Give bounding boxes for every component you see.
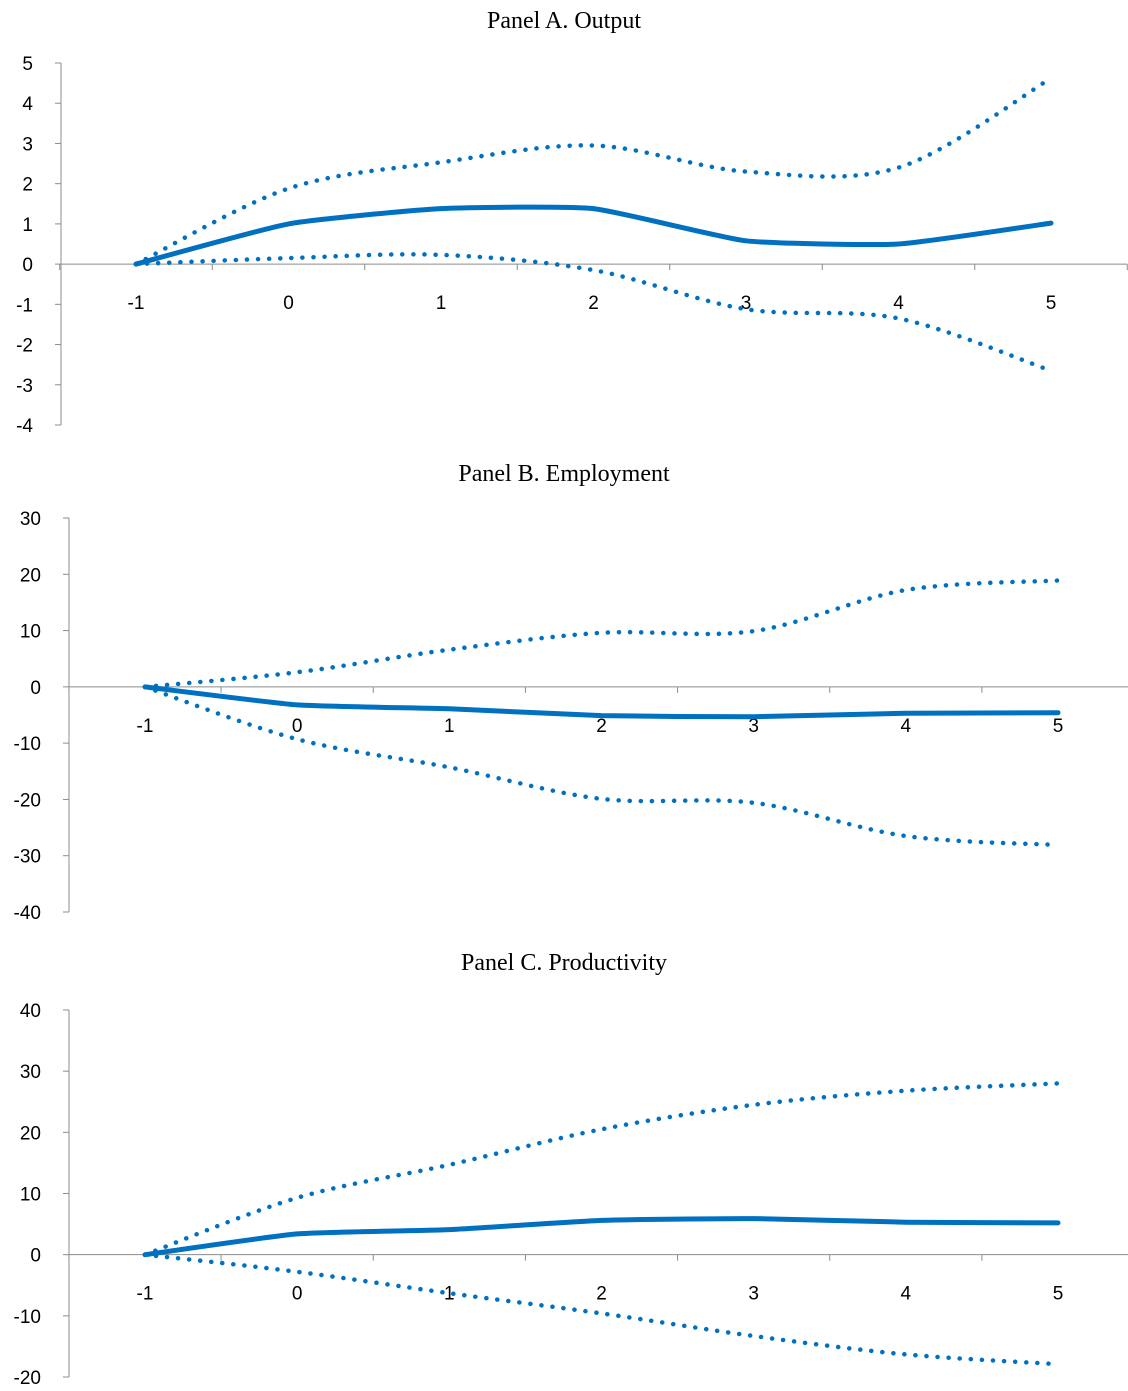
y-tick-label: -10 [14, 1307, 41, 1328]
x-tick-label: 5 [1053, 716, 1064, 737]
y-tick-label: 30 [20, 1062, 41, 1083]
x-tick-label: 5 [1046, 293, 1057, 314]
x-tick-label: 5 [1053, 1284, 1064, 1305]
y-tick-label: -1 [16, 295, 33, 316]
y-tick-label: -20 [14, 1368, 41, 1389]
panel-title: Panel C. Productivity [461, 950, 667, 976]
series-line-upper-bound [133, 76, 1054, 267]
series-line-estimate [142, 684, 1061, 720]
y-tick-label: 2 [22, 175, 33, 196]
x-tick-label: 4 [901, 1284, 912, 1305]
series-line-upper-bound [142, 1081, 1061, 1257]
y-tick-label: 0 [30, 678, 41, 699]
x-tick-label: 4 [901, 716, 912, 737]
x-tick-label: 0 [283, 293, 294, 314]
x-tick-label: 2 [596, 716, 607, 737]
y-tick-label: 1 [22, 215, 33, 236]
x-tick-label: 4 [893, 293, 904, 314]
y-tick-label: -30 [14, 847, 41, 868]
y-tick-label: -40 [14, 903, 41, 924]
series-line-estimate [133, 204, 1054, 267]
panel-employment: Panel B. Employment3020100-10-20-30-40-1… [14, 461, 1128, 924]
series-line-estimate [142, 1216, 1061, 1258]
panel-title: Panel A. Output [487, 8, 641, 34]
x-tick-label: -1 [137, 1284, 154, 1305]
y-tick-label: 20 [20, 565, 41, 586]
y-tick-label: -4 [16, 416, 33, 437]
x-tick-label: 2 [596, 1284, 607, 1305]
y-tick-label: 30 [20, 509, 41, 530]
x-tick-label: 0 [292, 1284, 303, 1305]
y-tick-label: 10 [20, 1185, 41, 1206]
y-tick-label: 0 [22, 255, 33, 276]
x-tick-label: -1 [128, 293, 145, 314]
y-tick-label: 10 [20, 622, 41, 643]
x-tick-label: 3 [748, 716, 759, 737]
y-tick-label: 3 [22, 134, 33, 155]
series-line-lower-bound [142, 684, 1061, 848]
series-line-lower-bound [142, 1252, 1061, 1367]
x-tick-label: 1 [436, 293, 447, 314]
y-tick-label: 20 [20, 1123, 41, 1144]
series-line-upper-bound [142, 578, 1061, 690]
x-tick-label: 2 [588, 293, 599, 314]
y-tick-label: -2 [16, 336, 33, 357]
panel-output: Panel A. Output 5 4 3 2 1 0 -1 -2 -3 -4 -1 0 1 2 3 4 5 [16, 8, 1128, 437]
y-tick-label: -3 [16, 376, 33, 397]
y-tick-label: 0 [30, 1246, 41, 1267]
x-tick-label: 1 [444, 1284, 455, 1305]
panel-title: Panel B. Employment [458, 461, 670, 487]
y-tick-label: 4 [22, 94, 33, 115]
y-tick-label: -20 [14, 790, 41, 811]
y-tick-label: 5 [22, 54, 33, 75]
x-tick-label: 3 [741, 293, 752, 314]
x-tick-label: 3 [748, 1284, 759, 1305]
x-tick-label: 0 [292, 716, 303, 737]
y-tick-label: 40 [20, 1001, 41, 1022]
x-tick-label: 1 [444, 716, 455, 737]
y-tick-label: -10 [14, 734, 41, 755]
x-tick-label: -1 [137, 716, 154, 737]
